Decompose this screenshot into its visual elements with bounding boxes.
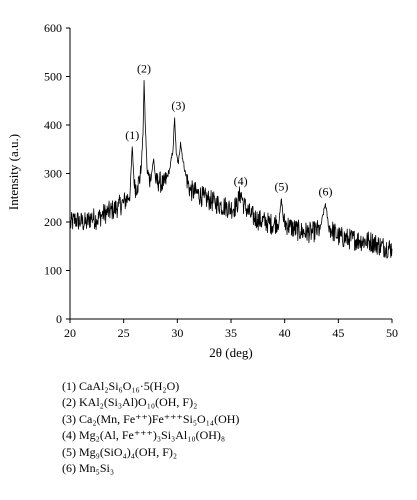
phase-legend: (1) CaAl₂Si₆O₁₆·5(H₂O) (2) KAl₂(Si₃Al)O₁₀…	[62, 378, 239, 476]
legend-formula: CaAl₂Si₆O₁₆·5(H₂O)	[76, 379, 180, 393]
legend-number: (3)	[62, 411, 76, 426]
legend-formula: Ca₂(Mn, Fe⁺⁺)Fe⁺⁺⁺Si₅O₁₄(OH)	[76, 411, 240, 426]
series-line-0	[69, 79, 393, 259]
peak-annotations: (1) (2) (3) (4) (5) (6)	[125, 61, 332, 198]
peak-label-2: (2)	[137, 61, 151, 75]
y-tick-label: 400	[44, 118, 62, 132]
y-tick-label: 100	[44, 264, 62, 278]
legend-formula: Mg₉(SiO₄)₄(OH, F)₂	[76, 444, 178, 459]
y-tick-label: 200	[44, 215, 62, 229]
x-tick-label: 45	[332, 326, 344, 340]
legend-item: (6) Mn₅Si₃	[62, 460, 239, 476]
peak-label-6: (6)	[318, 185, 332, 199]
legend-item: (3) Ca₂(Mn, Fe⁺⁺)Fe⁺⁺⁺Si₅O₁₄(OH)	[62, 411, 239, 427]
legend-item: (1) CaAl₂Si₆O₁₆·5(H₂O)	[62, 378, 239, 394]
x-tick-label: 20	[64, 326, 76, 340]
legend-number: (6)	[62, 461, 76, 476]
y-axis-title: Intensity (a.u.)	[6, 134, 21, 210]
legend-item: (5) Mg₉(SiO₄)₄(OH, F)₂	[62, 444, 239, 460]
legend-number: (2)	[62, 395, 76, 410]
x-tick-label: 30	[171, 326, 183, 340]
x-tick-label: 25	[118, 326, 130, 340]
axes: 0 100 200 300 400 500 600 20 25 30 35 40 45 50	[44, 21, 398, 340]
x-tick-label: 40	[279, 326, 291, 340]
legend-formula: Mn₅Si₃	[76, 461, 115, 476]
legend-item: (4) Mg₂(Al, Fe⁺⁺⁺)₃Si₃Al₁₀(OH)₈	[62, 427, 239, 443]
xrd-chart: 0 100 200 300 400 500 600 20 25 30 35 40 45 50 (1) (2)…	[6, 21, 398, 360]
x-axis-title: 2θ (deg)	[209, 345, 252, 360]
x-tick-label: 35	[225, 326, 237, 340]
x-tick-label: 50	[386, 326, 398, 340]
legend-number: (1)	[62, 379, 76, 393]
legend-number: (4)	[62, 428, 76, 443]
series-group	[69, 79, 393, 259]
peak-label-4: (4)	[234, 174, 248, 188]
y-tick-label: 300	[44, 167, 62, 181]
legend-formula: Mg₂(Al, Fe⁺⁺⁺)₃Si₃Al₁₀(OH)₈	[76, 428, 226, 443]
y-tick-label: 500	[44, 70, 62, 84]
legend-formula: KAl₂(Si₃Al)O₁₀(OH, F)₂	[76, 395, 198, 410]
legend-item: (2) KAl₂(Si₃Al)O₁₀(OH, F)₂	[62, 394, 239, 410]
peak-label-5: (5)	[274, 180, 288, 194]
y-tick-label: 600	[44, 21, 62, 35]
peak-label-3: (3)	[171, 99, 185, 113]
y-tick-label: 0	[56, 312, 62, 326]
legend-number: (5)	[62, 444, 76, 459]
peak-label-1: (1)	[125, 128, 139, 142]
